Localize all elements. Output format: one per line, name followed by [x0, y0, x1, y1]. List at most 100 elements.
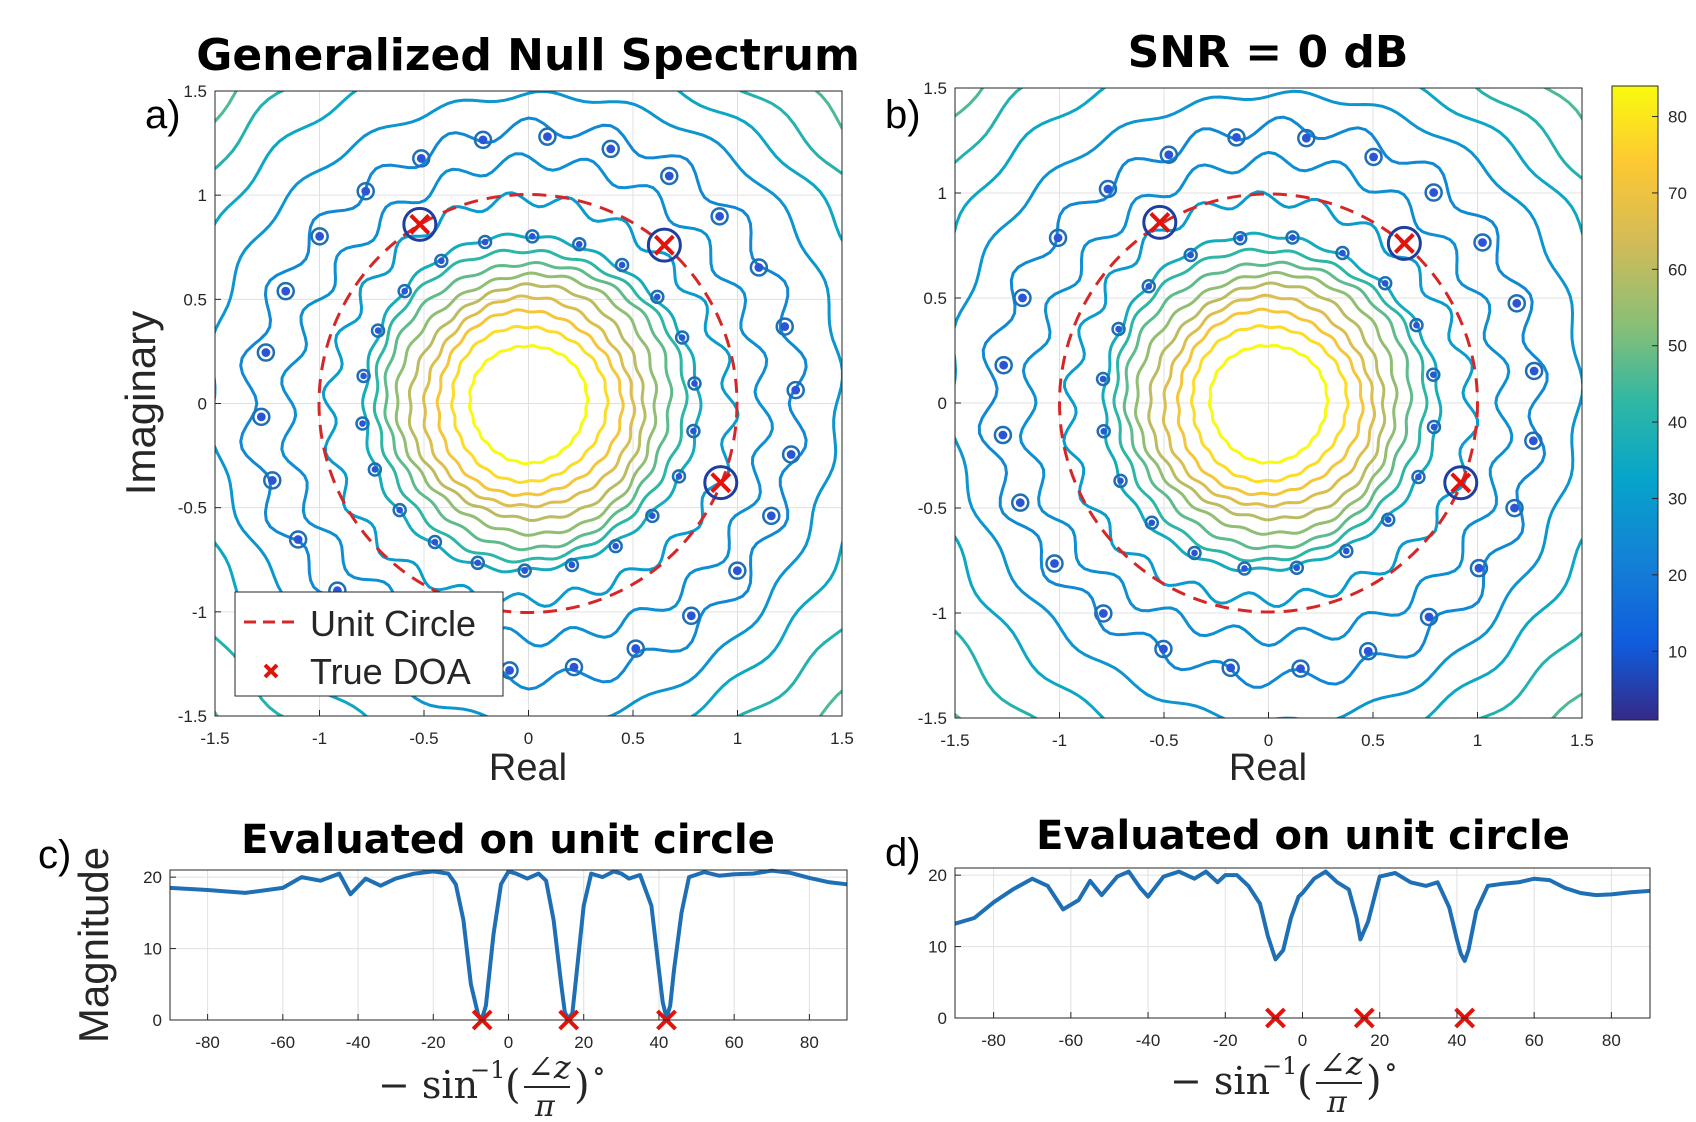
x-tick-label: -1 — [1052, 731, 1067, 750]
colorbar — [1611, 85, 1659, 721]
legend-label-unit-circle: Unit Circle — [310, 603, 476, 644]
contour-line — [1207, 343, 1330, 465]
zero-point — [401, 287, 408, 295]
zero-loop — [1424, 183, 1443, 202]
zero-point — [675, 473, 683, 480]
x-tick-label: -1 — [312, 729, 327, 748]
zero-loop — [626, 639, 645, 658]
zero-loop — [1524, 431, 1543, 451]
zero-loop — [728, 561, 747, 580]
x-tick-label: 0.5 — [621, 729, 645, 748]
contour-line — [1122, 260, 1414, 551]
zero-loop — [1289, 560, 1305, 576]
zero-point — [431, 538, 439, 546]
y-tick-label: 10 — [928, 938, 947, 957]
title-d: Evaluated on unit circle — [1036, 813, 1570, 859]
zero-loop — [412, 149, 431, 168]
panel-label-d: d) — [885, 831, 921, 875]
zero-loop — [572, 236, 587, 252]
y-tick-label: -1 — [192, 603, 207, 622]
zero-loop — [1507, 294, 1527, 313]
colorbar-tick-label: 50 — [1668, 337, 1687, 356]
y-tick-label: 10 — [143, 940, 162, 959]
zero-loop — [370, 323, 386, 338]
title-a: Generalized Null Spectrum — [196, 30, 860, 81]
contour-line — [955, 88, 1582, 718]
y-tick-label: 0.5 — [923, 289, 947, 308]
contour-line — [383, 260, 674, 552]
x-tick-label: 1 — [1473, 731, 1482, 750]
zero-loop — [310, 227, 329, 246]
zero-point — [371, 466, 379, 473]
zero-loop — [686, 423, 701, 439]
zero-point — [315, 231, 325, 241]
contour-line — [215, 91, 842, 716]
x-tick-label: 80 — [1602, 1031, 1621, 1050]
zero-point — [1369, 152, 1378, 162]
svg-text:∘: ∘ — [1384, 1050, 1398, 1083]
zero-loop — [1227, 128, 1246, 147]
x-tick-label: 80 — [800, 1033, 819, 1052]
contour-line — [1161, 293, 1377, 509]
zero-point — [1478, 238, 1487, 247]
zero-loop — [477, 234, 493, 250]
zero-point — [1528, 436, 1538, 446]
zero-point — [1164, 150, 1174, 160]
zero-point — [618, 261, 626, 269]
zero-point — [1100, 427, 1108, 435]
zero-loop — [1159, 145, 1179, 164]
contour-line — [372, 248, 689, 564]
x-tick-label: -80 — [981, 1031, 1006, 1050]
zero-point — [568, 561, 576, 569]
y-tick-label: 0 — [198, 395, 207, 414]
doa-marker-stroke — [653, 234, 675, 256]
panel-label-b: b) — [885, 93, 921, 137]
doa-zero-loop — [1142, 204, 1178, 240]
colorbar-tick-label: 60 — [1668, 260, 1687, 279]
x-tick-label: -60 — [271, 1033, 296, 1052]
contour-line — [407, 282, 647, 523]
zero-point — [267, 476, 277, 485]
doa-marker-stroke — [409, 213, 431, 235]
ylabel-c: Magnitude — [70, 847, 117, 1043]
title-b: SNR = 0 dB — [1128, 27, 1409, 78]
zero-point — [1343, 547, 1350, 555]
zero-point — [481, 238, 489, 246]
zero-point — [374, 327, 382, 334]
y-tick-label: -0.5 — [918, 499, 947, 518]
x-tick-label: 0 — [1264, 731, 1273, 750]
contour-line — [1018, 150, 1514, 648]
zero-point — [1015, 498, 1025, 508]
zero-loop — [1154, 639, 1173, 659]
xlabel-a: Real — [489, 747, 567, 789]
zero-loop — [1419, 607, 1439, 627]
zero-loop — [671, 469, 687, 484]
zero-loop — [1094, 604, 1113, 623]
x-tick-label: 0 — [504, 1033, 513, 1052]
zero-point — [1159, 644, 1168, 654]
zero-point — [606, 144, 616, 154]
svg-text:− sin: − sin — [378, 1063, 478, 1107]
zero-point — [732, 566, 742, 576]
y-tick-label: 1 — [198, 186, 207, 205]
zero-point — [1430, 423, 1438, 431]
zero-point — [361, 186, 371, 196]
zero-point — [654, 293, 661, 301]
zero-point — [1145, 283, 1153, 290]
zero-point — [1241, 565, 1248, 572]
ticks-d: -80 -60 -40 -20 0 20 40 60 80 0 10 20 — [928, 866, 1621, 1050]
zero-point — [1018, 293, 1027, 303]
zero-loop — [710, 207, 729, 226]
svg-text:π: π — [1326, 1085, 1348, 1120]
zero-loop — [645, 508, 660, 524]
xlabel-c: − sin −1 ( ∠z π ) ∘ — [378, 1048, 606, 1122]
zero-loop — [1297, 128, 1316, 148]
x-tick-label: 0 — [1298, 1031, 1307, 1050]
contour-line — [422, 294, 637, 509]
zero-point — [359, 420, 366, 427]
zero-point — [293, 535, 303, 544]
zero-loop — [608, 538, 623, 554]
zero-loop — [749, 258, 769, 277]
zero-point — [360, 372, 367, 380]
zero-loop — [650, 289, 665, 305]
